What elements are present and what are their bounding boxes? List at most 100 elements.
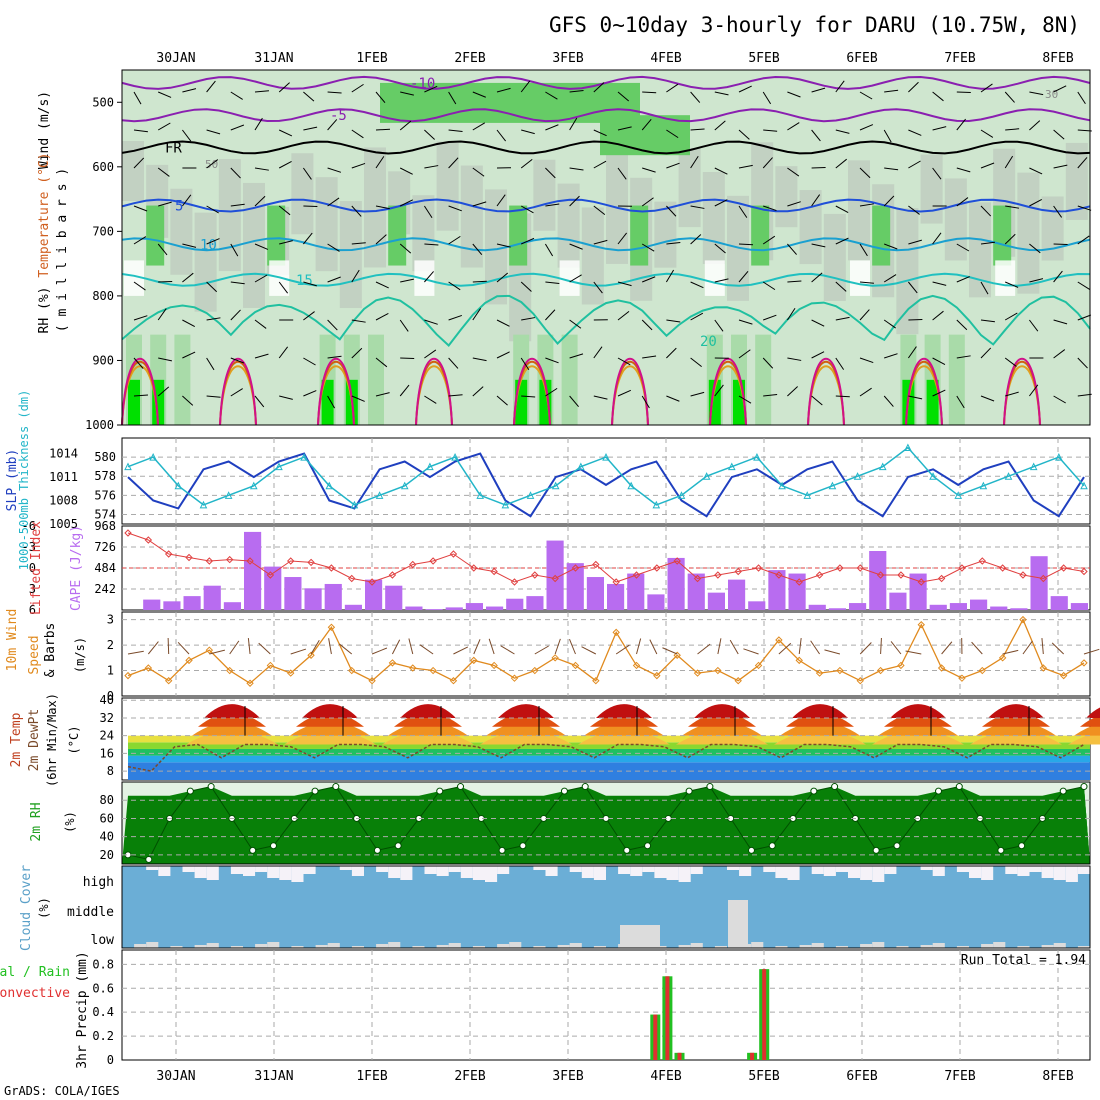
wind-speed-point bbox=[164, 677, 173, 685]
y-tick-label: 800 bbox=[92, 289, 114, 303]
wind-speed-point bbox=[429, 666, 437, 675]
cloud-high-bar bbox=[1017, 866, 1030, 876]
y-axis-label: 10m Wind bbox=[5, 609, 20, 672]
wind-barb bbox=[209, 649, 226, 655]
cloud-high-bar bbox=[533, 866, 546, 870]
y-tick-label: 484 bbox=[94, 561, 116, 575]
isotherm-arch bbox=[709, 358, 747, 426]
li-point bbox=[754, 564, 763, 572]
wind-barb bbox=[666, 205, 677, 217]
y-axis-label: Temperature (°C) bbox=[37, 152, 52, 277]
y-tick-label: 574 bbox=[94, 507, 116, 521]
wind-barb bbox=[665, 269, 675, 283]
date-label: 7FEB bbox=[944, 51, 975, 66]
cloud-high-bar bbox=[485, 866, 498, 882]
cloud-low-bar bbox=[376, 944, 389, 948]
y-tick-label: 578 bbox=[94, 469, 116, 483]
wind-barb bbox=[697, 643, 711, 655]
cloud-high-bar bbox=[424, 866, 437, 874]
wind-barb bbox=[157, 308, 167, 321]
cape-bar bbox=[284, 577, 302, 610]
y-tick-label: 1000 bbox=[85, 418, 114, 432]
wind-barb bbox=[763, 129, 778, 132]
rh-patch bbox=[848, 160, 870, 261]
wind-barb bbox=[956, 395, 965, 409]
wind-barb bbox=[581, 646, 597, 655]
wind-barb bbox=[980, 347, 992, 359]
wind-barb bbox=[1029, 120, 1041, 131]
wind-barb bbox=[956, 355, 971, 359]
wind-speed-point bbox=[531, 666, 539, 675]
date-label: 1FEB bbox=[356, 1069, 387, 1084]
wind-barb bbox=[1077, 357, 1088, 369]
wind-barb bbox=[258, 642, 271, 655]
rh-patch bbox=[321, 379, 334, 425]
cape-bar bbox=[748, 601, 766, 610]
li-point bbox=[714, 571, 722, 579]
wind-barb bbox=[520, 158, 533, 169]
wind-barb bbox=[1053, 319, 1068, 325]
wind-barb bbox=[351, 242, 366, 245]
wind-barb bbox=[496, 395, 508, 406]
y-tick-label: 242 bbox=[94, 582, 116, 596]
wind-barb bbox=[303, 357, 316, 366]
y-tick-label: 700 bbox=[92, 224, 114, 238]
wind-speed-point bbox=[673, 651, 681, 659]
li-point bbox=[266, 571, 275, 579]
wind-barb bbox=[554, 638, 561, 655]
wind-barb bbox=[424, 85, 438, 93]
wind-barb bbox=[133, 129, 148, 133]
thickness-point bbox=[702, 472, 711, 480]
cloud-low-bar bbox=[351, 946, 364, 948]
y-tick-label: 6 bbox=[29, 603, 36, 617]
wind-barb bbox=[399, 120, 412, 131]
cloud-high-bar bbox=[654, 866, 667, 878]
wind-barb bbox=[448, 235, 461, 245]
wind-barb bbox=[569, 395, 579, 408]
wind-barb bbox=[230, 388, 243, 397]
wind-barb bbox=[714, 167, 728, 175]
isotherm-arch bbox=[415, 358, 453, 426]
wind-barb bbox=[448, 394, 463, 397]
wind-barb bbox=[690, 281, 704, 289]
cape-bar bbox=[768, 570, 786, 610]
wind-barb bbox=[690, 91, 701, 103]
rh-patch bbox=[124, 260, 144, 296]
wind-barb bbox=[521, 395, 536, 398]
wind-speed-point bbox=[1080, 659, 1088, 667]
wind-barb bbox=[230, 167, 241, 179]
li-point bbox=[205, 557, 214, 565]
rh-patch bbox=[267, 205, 286, 266]
li-point bbox=[348, 574, 356, 583]
date-label: 30JAN bbox=[156, 51, 195, 66]
rh-patch bbox=[388, 205, 407, 266]
cloud-low-bar bbox=[134, 944, 147, 948]
isotherm-line bbox=[121, 294, 1091, 347]
li-point bbox=[531, 571, 539, 579]
li-point bbox=[937, 574, 946, 583]
y-tick-label: 500 bbox=[92, 95, 114, 109]
cloud-high-bar bbox=[860, 866, 873, 880]
slp-line bbox=[127, 452, 1085, 518]
wind-barb bbox=[157, 167, 170, 177]
rh-band bbox=[122, 786, 1090, 864]
cloud-high-bar bbox=[1077, 866, 1090, 874]
wind-barb bbox=[617, 310, 630, 321]
rh-point bbox=[311, 787, 319, 795]
y-tick-label: 726 bbox=[94, 540, 116, 554]
wind-barb bbox=[908, 395, 923, 400]
li-point bbox=[978, 557, 987, 565]
rh-point bbox=[332, 783, 340, 791]
wind-barb bbox=[956, 319, 968, 331]
cloud-low-bar bbox=[981, 944, 994, 948]
rh-patch bbox=[948, 334, 965, 425]
wind-barb bbox=[303, 281, 317, 287]
wind-barb bbox=[617, 232, 628, 245]
cape-bar bbox=[425, 609, 443, 610]
wind-barb bbox=[786, 307, 796, 321]
y-axis-label: ( m i l l i b a r s ) bbox=[55, 168, 70, 332]
wind-barb bbox=[617, 126, 632, 131]
cloud-low-bar bbox=[872, 942, 885, 948]
cloud-high-bar bbox=[569, 866, 582, 872]
wind-barb bbox=[811, 272, 823, 283]
